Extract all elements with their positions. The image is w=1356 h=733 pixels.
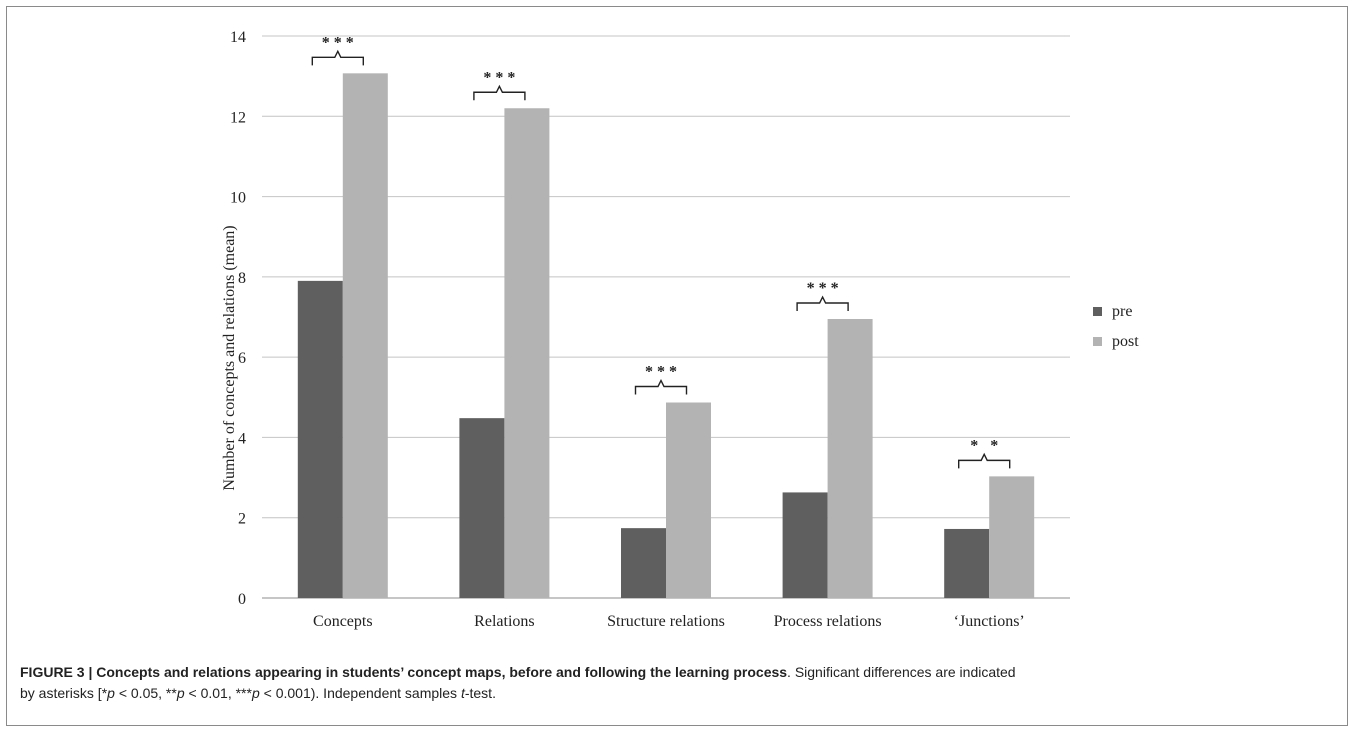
x-tick-label: ‘Junctions’ bbox=[954, 613, 1025, 630]
caption-text-5: < 0.001). Independent samples bbox=[259, 685, 461, 701]
caption-p-3: p bbox=[251, 685, 260, 701]
caption-p-1: p bbox=[107, 685, 115, 701]
y-tick-label: 4 bbox=[238, 430, 246, 447]
y-tick-label: 8 bbox=[238, 270, 246, 287]
significance-stars: * * bbox=[970, 437, 998, 454]
bar-chart: 0 2 4 6 8 10 12 14 * * * * * * * * * * * * * * Conc… bbox=[221, 29, 1139, 630]
caption-text-3: < 0.05, ** bbox=[114, 685, 177, 701]
significance-stars: * * * bbox=[807, 280, 839, 297]
significance-bracket bbox=[311, 49, 364, 66]
y-tick-label: 14 bbox=[230, 29, 246, 46]
legend-swatch-pre bbox=[1093, 307, 1102, 316]
y-axis-label: Number of concepts and relations (mean) bbox=[221, 225, 238, 490]
caption-t: t bbox=[460, 685, 465, 701]
x-tick-label: Relations bbox=[474, 613, 534, 630]
x-tick-label: Process relations bbox=[774, 613, 882, 630]
y-tick-label: 6 bbox=[238, 350, 246, 367]
bar-post bbox=[342, 73, 388, 598]
legend-label-post: post bbox=[1112, 333, 1139, 350]
significance-bracket bbox=[473, 84, 526, 101]
significance-brackets: * * * * * * * * * * * * * * bbox=[311, 34, 1011, 469]
bar-post bbox=[666, 402, 711, 598]
significance-bracket bbox=[634, 378, 688, 395]
significance-stars: * * * bbox=[645, 364, 677, 381]
x-tick-label: Structure relations bbox=[607, 613, 725, 630]
caption-text-6: -test. bbox=[464, 685, 496, 701]
figure-frame bbox=[6, 6, 1348, 726]
legend: pre post bbox=[1093, 303, 1139, 350]
bars bbox=[297, 73, 1035, 598]
bar-pre bbox=[944, 528, 990, 598]
y-tick-label: 2 bbox=[238, 511, 246, 528]
caption-text-1: . Significant differences are indicated bbox=[787, 664, 1016, 680]
bar-pre bbox=[297, 280, 343, 598]
bar-post bbox=[827, 319, 873, 598]
y-tick-label: 12 bbox=[230, 109, 246, 126]
x-tick-label: Concepts bbox=[313, 613, 373, 630]
significance-bracket bbox=[796, 295, 849, 312]
significance-stars: * * * bbox=[322, 34, 354, 51]
figure-caption: FIGURE 3 | Concepts and relations appear… bbox=[20, 662, 1345, 704]
caption-p-2: p bbox=[176, 685, 185, 701]
significance-stars: * * * bbox=[483, 69, 515, 86]
bar-pre bbox=[459, 418, 505, 598]
caption-title: FIGURE 3 | Concepts and relations appear… bbox=[20, 664, 788, 680]
y-tick-labels: 0 2 4 6 8 10 12 14 bbox=[230, 29, 246, 608]
bar-post bbox=[504, 108, 550, 598]
grid-lines bbox=[262, 35, 1070, 599]
x-tick-labels: Concepts Relations Structure relations Proc… bbox=[313, 613, 1025, 630]
y-tick-label: 0 bbox=[238, 591, 246, 608]
y-tick-label: 10 bbox=[230, 190, 246, 207]
bar-pre bbox=[621, 528, 666, 598]
significance-bracket bbox=[958, 452, 1011, 469]
caption-text-2: by asterisks [* bbox=[20, 685, 108, 701]
legend-swatch-post bbox=[1093, 337, 1102, 346]
bar-pre bbox=[782, 492, 828, 598]
legend-label-pre: pre bbox=[1112, 303, 1132, 320]
bar-post bbox=[989, 476, 1035, 598]
caption-text-4: < 0.01, *** bbox=[184, 685, 252, 701]
